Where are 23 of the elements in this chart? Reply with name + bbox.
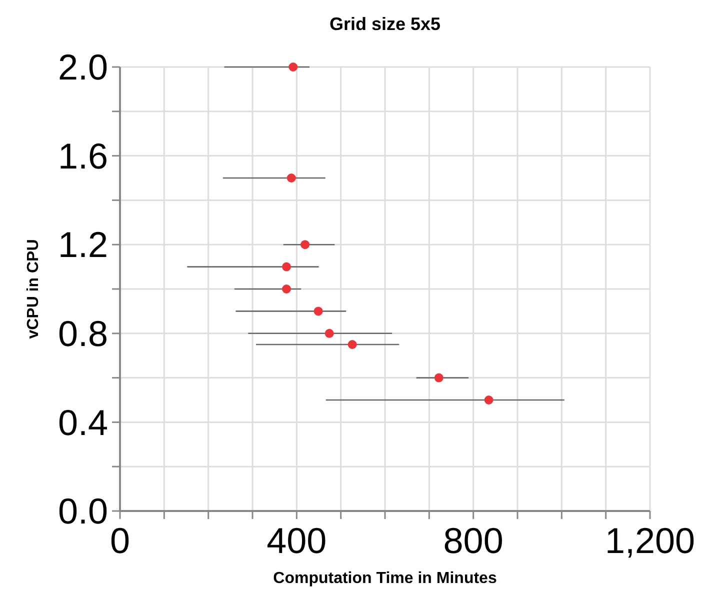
chart-title: Grid size 5x5	[329, 14, 441, 34]
x-tick-label: 400	[266, 520, 327, 561]
point	[288, 62, 298, 72]
point	[324, 328, 334, 338]
x-tick-label: 0	[110, 520, 130, 561]
y-tick-label: 1.6	[58, 135, 108, 176]
y-axis-title: vCPU in CPU	[25, 239, 42, 339]
y-tick-label: 1.2	[58, 224, 108, 266]
point	[286, 174, 296, 182]
point	[484, 396, 494, 404]
point	[282, 284, 292, 294]
y-tick-label: 0.8	[58, 313, 108, 354]
point	[314, 306, 323, 316]
y-tick-label: 2.0	[58, 46, 108, 88]
point	[282, 262, 292, 272]
point	[300, 240, 310, 250]
x-tick-label: 800	[443, 520, 504, 561]
point	[434, 373, 444, 382]
x-tick-label: 1,200	[604, 520, 696, 561]
y-tick-label: 0.4	[58, 402, 108, 443]
y-tick-label: 0.0	[58, 490, 108, 532]
point	[348, 340, 357, 349]
x-axis-title: Computation Time in Minutes	[273, 570, 497, 587]
